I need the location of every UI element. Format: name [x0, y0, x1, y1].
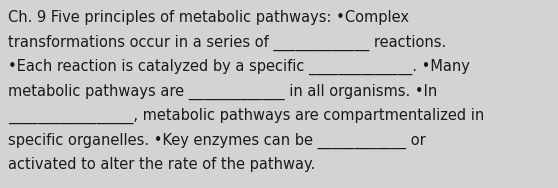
Text: _________________, metabolic pathways are compartmentalized in: _________________, metabolic pathways ar… — [8, 108, 484, 124]
Text: specific organelles. •Key enzymes can be ____________ or: specific organelles. •Key enzymes can be… — [8, 133, 426, 149]
Text: Ch. 9 Five principles of metabolic pathways: •Complex: Ch. 9 Five principles of metabolic pathw… — [8, 10, 409, 25]
Text: transformations occur in a series of _____________ reactions.: transformations occur in a series of ___… — [8, 35, 446, 51]
Text: metabolic pathways are _____________ in all organisms. •In: metabolic pathways are _____________ in … — [8, 83, 437, 100]
Text: •Each reaction is catalyzed by a specific ______________. •Many: •Each reaction is catalyzed by a specifi… — [8, 59, 470, 75]
Text: activated to alter the rate of the pathway.: activated to alter the rate of the pathw… — [8, 157, 315, 172]
